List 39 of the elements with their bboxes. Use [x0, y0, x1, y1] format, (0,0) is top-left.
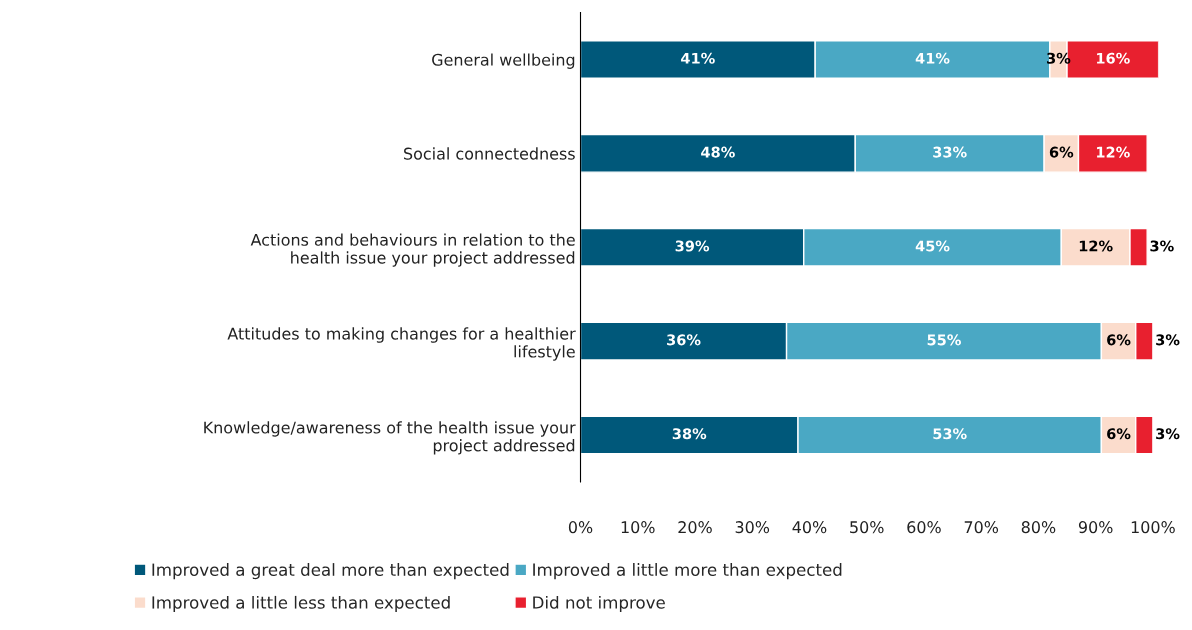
- y-tick-label: Actions and behaviours in relation to the health issue your project addressed: [250, 233, 575, 267]
- data-label: 39%: [675, 240, 710, 252]
- data-label: 36%: [667, 334, 701, 346]
- data-label: 38%: [672, 428, 707, 440]
- data-label: 12%: [1097, 146, 1130, 158]
- x-tick-label: 10%: [621, 521, 655, 534]
- x-tick-label: 0%: [568, 521, 593, 534]
- legend-label: Improved a little more than expected: [533, 563, 842, 580]
- y-tick-label: General wellbeing: [432, 53, 575, 69]
- x-tick-label: 60%: [907, 521, 941, 534]
- data-label: 55%: [927, 334, 961, 346]
- x-tick-label: 70%: [964, 521, 999, 534]
- data-label: 12%: [1079, 240, 1113, 252]
- x-tick-label: 40%: [792, 521, 827, 534]
- legend-label: Improved a little less than expected: [152, 595, 450, 613]
- legend-label: Did not improve: [533, 595, 665, 613]
- y-tick-label: Social connectedness: [404, 147, 575, 160]
- data-label: 6%: [1049, 146, 1074, 158]
- data-label: 16%: [1097, 52, 1130, 64]
- data-label: 33%: [933, 146, 967, 158]
- data-label: 6%: [1107, 334, 1131, 346]
- x-tick-label: 50%: [850, 521, 884, 534]
- y-tick-label: Knowledge/awareness of the health issue your project addressed: [204, 421, 576, 455]
- data-label: 3%: [1150, 240, 1174, 252]
- data-label: 41%: [681, 52, 715, 64]
- x-tick-label: 90%: [1078, 521, 1113, 534]
- data-label: 41%: [915, 52, 950, 64]
- y-tick-label: Attitudes to making changes for a healthier lifestyle: [227, 327, 576, 361]
- legend-label: Improved a great deal more than expected: [152, 563, 509, 580]
- data-label: 45%: [915, 240, 950, 252]
- data-label: 3%: [1156, 334, 1180, 346]
- x-tick-label: 30%: [735, 521, 770, 534]
- x-tick-label: 100%: [1131, 521, 1175, 534]
- data-label: 53%: [933, 428, 967, 440]
- x-tick-label: 20%: [678, 521, 712, 534]
- data-label: 48%: [701, 146, 735, 158]
- data-label: 6%: [1107, 428, 1131, 440]
- data-label: 3%: [1156, 428, 1180, 440]
- x-tick-label: 80%: [1021, 521, 1056, 534]
